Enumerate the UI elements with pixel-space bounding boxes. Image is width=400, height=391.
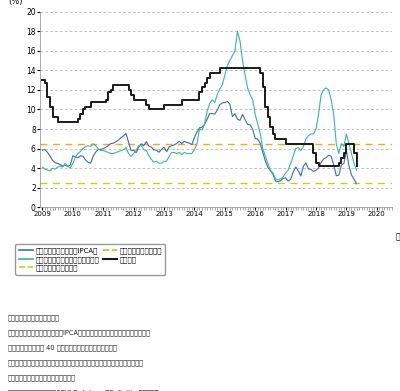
Text: 最低給与の 40 倍までの所得を持つ家族を対象。: 最低給与の 40 倍までの所得を持つ家族を対象。 — [8, 344, 117, 351]
Text: 備考３：監視品目はガソリン価格や電気・通信料金、公共交通機関運賃等。: 備考３：監視品目はガソリン価格や電気・通信料金、公共交通機関運賃等。 — [8, 359, 144, 366]
Text: 備考２：拡大消費者物価指数（IPCA）はブラジル政府の公式インフレ指数。: 備考２：拡大消費者物価指数（IPCA）はブラジル政府の公式インフレ指数。 — [8, 330, 151, 336]
Text: （年月）: （年月） — [396, 233, 400, 242]
Text: 資料：ブラジル中央銀行、CEIC Database、Refinitiv から作成。: 資料：ブラジル中央銀行、CEIC Database、Refinitiv から作成… — [8, 389, 159, 391]
Text: (%): (%) — [8, 0, 23, 6]
Text: 備考１：物価は前年同月比。: 備考１：物価は前年同月比。 — [8, 315, 60, 321]
Text: 政府による監視の対象品目。: 政府による監視の対象品目。 — [8, 374, 76, 381]
Legend: 拡大消費者物価指数（IPCA）, 拡大消費者物価指数（監視品目）, インフレ目標（下限）, インフレ目標（上限）, 政策金利: 拡大消費者物価指数（IPCA）, 拡大消費者物価指数（監視品目）, インフレ目標… — [15, 244, 165, 275]
